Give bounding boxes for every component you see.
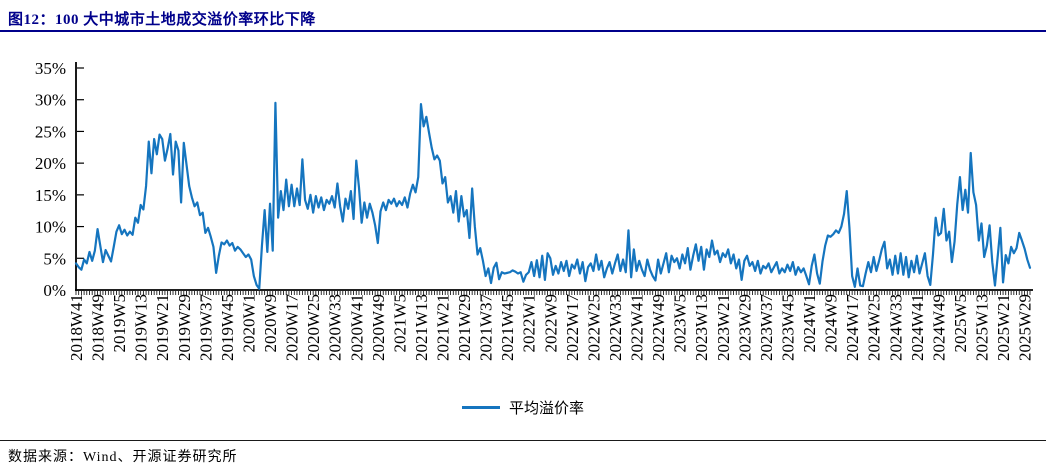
y-axis-tick-label: 35% bbox=[35, 59, 66, 78]
x-axis-tick-label: 2023W13 bbox=[692, 294, 711, 361]
x-axis-tick-label: 2022W9 bbox=[541, 294, 560, 353]
x-axis-tick-label: 2021W37 bbox=[477, 294, 496, 362]
x-axis-tick-label: 2023W37 bbox=[757, 294, 776, 362]
x-axis-tick-label: 2019W29 bbox=[175, 294, 194, 361]
x-axis-tick-label: 2024W1 bbox=[800, 294, 819, 353]
x-axis-tick-label: 2019W37 bbox=[196, 294, 215, 362]
x-axis-tick-label: 2021W45 bbox=[498, 294, 517, 361]
y-axis-tick-label: 5% bbox=[43, 249, 66, 268]
x-axis-tick-label: 2020W9 bbox=[261, 294, 280, 353]
x-axis-tick-label: 2021W13 bbox=[412, 294, 431, 361]
x-axis-tick-label: 2022W49 bbox=[649, 294, 668, 361]
legend-line-swatch bbox=[461, 406, 500, 409]
x-axis-tick-label: 2022W25 bbox=[584, 294, 603, 361]
x-axis-tick-label: 2019W5 bbox=[110, 294, 129, 353]
data-source-note: 数据来源：Wind、开源证券研究所 bbox=[8, 450, 238, 465]
x-axis-tick-label: 2022W17 bbox=[563, 294, 582, 362]
x-axis-tick-label: 2021W5 bbox=[390, 294, 409, 353]
y-axis-tick-label: 30% bbox=[35, 91, 66, 110]
x-axis-tick-label: 2022W1 bbox=[520, 294, 539, 353]
x-axis-tick-label: 2024W25 bbox=[865, 294, 884, 361]
x-axis-tick-label: 2018W41 bbox=[67, 294, 86, 361]
x-axis-tick-label: 2020W17 bbox=[283, 294, 302, 362]
y-axis-tick-label: 10% bbox=[35, 218, 66, 237]
x-axis-tick-label: 2025W13 bbox=[972, 294, 991, 361]
x-axis-tick-label: 2024W49 bbox=[929, 294, 948, 361]
y-axis-tick-label: 15% bbox=[35, 186, 66, 205]
x-axis-tick-label: 2019W45 bbox=[218, 294, 237, 361]
y-axis-tick-label: 0% bbox=[43, 281, 66, 300]
x-axis-tick-label: 2019W13 bbox=[132, 294, 151, 361]
x-axis-tick-label: 2022W33 bbox=[606, 294, 625, 361]
x-axis-tick-label: 2020W25 bbox=[304, 294, 323, 361]
x-axis-tick-label: 2018W49 bbox=[89, 294, 108, 361]
x-axis-tick-label: 2023W5 bbox=[671, 294, 690, 353]
x-axis-tick-label: 2025W21 bbox=[994, 294, 1013, 361]
figure-title: 图12：100 大中城市土地成交溢价率环比下降 bbox=[8, 12, 316, 28]
x-axis-tick-label: 2023W29 bbox=[735, 294, 754, 361]
x-axis-tick-label: 2019W21 bbox=[153, 294, 172, 361]
y-axis-tick-label: 25% bbox=[35, 122, 66, 141]
x-axis-tick-label: 2023W45 bbox=[778, 294, 797, 361]
x-axis-tick-label: 2024W41 bbox=[908, 294, 927, 361]
x-axis-tick-label: 2024W33 bbox=[886, 294, 905, 361]
footer-divider bbox=[0, 440, 1046, 441]
x-axis-tick-label: 2020W49 bbox=[369, 294, 388, 361]
x-axis-tick-label: 2020W1 bbox=[239, 294, 258, 353]
x-axis-tick-label: 2024W17 bbox=[843, 294, 862, 362]
x-axis-tick-label: 2025W29 bbox=[1016, 294, 1035, 361]
x-axis-tick-label: 2023W21 bbox=[714, 294, 733, 361]
x-axis-tick-label: 2021W21 bbox=[434, 294, 453, 361]
legend-series-label: 平均溢价率 bbox=[508, 401, 584, 417]
x-axis-tick-label: 2024W9 bbox=[822, 294, 841, 353]
title-divider bbox=[0, 30, 1046, 32]
x-axis-tick-label: 2022W41 bbox=[628, 294, 647, 361]
series-line-average-premium-rate bbox=[74, 101, 1032, 290]
chart-legend: 平均溢价率 bbox=[0, 397, 1046, 418]
x-axis-tick-label: 2020W41 bbox=[347, 294, 366, 361]
x-axis-tick-label: 2025W5 bbox=[951, 294, 970, 353]
y-axis-tick-label: 20% bbox=[35, 154, 66, 173]
x-axis-tick-label: 2020W33 bbox=[326, 294, 345, 361]
x-axis-tick-label: 2021W29 bbox=[455, 294, 474, 361]
